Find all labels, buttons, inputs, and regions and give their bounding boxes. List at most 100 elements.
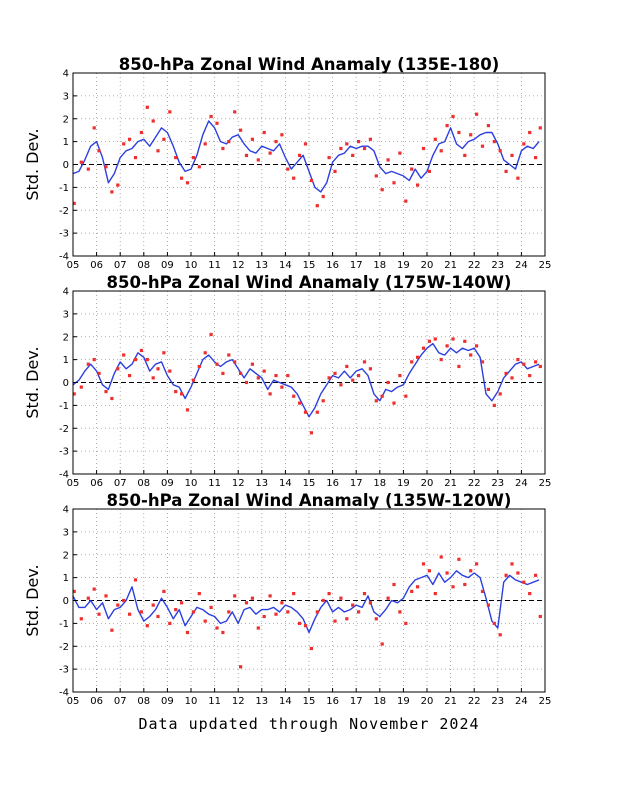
monthly-anomaly-point xyxy=(280,601,284,605)
monthly-anomaly-point xyxy=(486,387,490,391)
monthly-anomaly-point xyxy=(110,396,114,401)
monthly-anomaly-point xyxy=(110,190,114,194)
monthly-anomaly-point xyxy=(451,585,455,589)
monthly-anomaly-point xyxy=(445,571,449,575)
chart-title: 850-hPa Zonal Wind Anamaly (175W-140W) xyxy=(107,273,512,292)
monthly-anomaly-point xyxy=(327,156,331,160)
y-tick-label: 2 xyxy=(63,550,69,561)
monthly-anomaly-point xyxy=(351,378,355,382)
monthly-anomaly-point xyxy=(185,181,190,185)
y-tick-label: 3 xyxy=(63,91,69,102)
monthly-anomaly-point xyxy=(197,364,201,369)
chart-panel-3: 05 06 07 08 09 10 11 12 13 14 15 16 17 18 19 20 21 22 23 24… xyxy=(23,491,551,707)
x-tick-label: 19 xyxy=(397,696,410,707)
monthly-anomaly-point xyxy=(180,601,184,605)
monthly-anomaly-point xyxy=(250,596,254,600)
monthly-anomaly-point xyxy=(534,360,538,364)
monthly-anomaly-point xyxy=(292,176,296,180)
chart-title: 850-hPa Zonal Wind Anamaly (135E-180) xyxy=(119,55,500,74)
monthly-anomaly-point xyxy=(156,614,160,619)
monthly-anomaly-point xyxy=(309,431,313,435)
monthly-anomaly-point xyxy=(315,610,319,614)
monthly-anomaly-point xyxy=(309,646,313,651)
x-tick-label: 09 xyxy=(161,260,174,271)
y-tick-label: -1 xyxy=(59,619,69,630)
monthly-anomaly-point xyxy=(215,121,219,125)
monthly-anomaly-point xyxy=(427,339,431,343)
x-tick-label: 06 xyxy=(90,478,103,489)
monthly-anomaly-point xyxy=(480,589,485,593)
monthly-anomaly-point xyxy=(122,353,126,357)
monthly-anomaly-point xyxy=(510,376,514,380)
monthly-anomaly-point xyxy=(274,374,278,378)
monthly-anomaly-point xyxy=(185,630,190,635)
y-tick-label: -4 xyxy=(59,470,69,481)
monthly-anomaly-point xyxy=(197,165,201,169)
monthly-anomaly-point xyxy=(233,110,237,114)
x-tick-label: 17 xyxy=(350,696,363,707)
monthly-anomaly-point xyxy=(151,119,155,123)
monthly-anomaly-point xyxy=(244,153,249,157)
y-axis-label: Std. Dev. xyxy=(23,346,42,418)
monthly-anomaly-point xyxy=(280,133,284,137)
monthly-anomaly-point xyxy=(475,344,479,348)
monthly-anomaly-point xyxy=(534,156,538,160)
x-tick-label: 25 xyxy=(539,696,552,707)
x-tick-label: 05 xyxy=(67,260,80,271)
monthly-anomaly-point xyxy=(392,401,396,405)
monthly-anomaly-point xyxy=(227,610,231,614)
monthly-anomaly-point xyxy=(262,130,266,135)
monthly-anomaly-point xyxy=(168,110,172,114)
monthly-anomaly-point xyxy=(244,601,249,605)
monthly-anomaly-point xyxy=(203,142,207,146)
monthly-anomaly-point xyxy=(457,130,461,135)
x-tick-label: 22 xyxy=(468,478,481,489)
monthly-anomaly-point xyxy=(298,621,302,625)
monthly-anomaly-point xyxy=(128,612,132,616)
monthly-anomaly-point xyxy=(215,626,219,630)
monthly-anomaly-point xyxy=(174,390,178,394)
monthly-anomaly-point xyxy=(233,360,237,364)
monthly-anomaly-point xyxy=(392,582,396,587)
monthly-anomaly-point xyxy=(398,151,402,155)
x-tick-label: 16 xyxy=(326,260,339,271)
monthly-anomaly-point xyxy=(104,165,108,169)
monthly-anomaly-point xyxy=(110,628,114,632)
monthly-anomaly-point xyxy=(510,562,514,566)
monthly-anomaly-point xyxy=(203,619,207,623)
monthly-anomaly-point xyxy=(79,385,83,389)
monthly-anomaly-point xyxy=(239,665,243,669)
monthly-anomaly-point xyxy=(315,204,319,208)
monthly-anomaly-point xyxy=(368,367,372,371)
monthly-anomaly-point xyxy=(268,594,272,598)
monthly-anomaly-point xyxy=(492,621,496,625)
x-tick-label: 24 xyxy=(515,260,528,271)
monthly-anomaly-point xyxy=(244,380,249,385)
monthly-anomaly-point xyxy=(145,624,149,628)
monthly-anomaly-point xyxy=(463,339,467,343)
monthly-anomaly-point xyxy=(268,392,272,396)
monthly-anomaly-point xyxy=(116,603,120,607)
y-tick-label: -2 xyxy=(59,206,69,217)
x-tick-label: 13 xyxy=(255,260,268,271)
monthly-anomaly-point xyxy=(133,358,138,362)
monthly-anomaly-point xyxy=(504,371,508,375)
x-tick-label: 13 xyxy=(255,478,268,489)
monthly-anomaly-point xyxy=(162,137,166,141)
monthly-anomaly-point xyxy=(357,610,361,614)
monthly-anomaly-point xyxy=(427,169,431,173)
monthly-anomaly-point xyxy=(262,369,266,373)
x-tick-label: 17 xyxy=(350,478,363,489)
x-tick-label: 21 xyxy=(444,260,457,271)
monthly-anomaly-point xyxy=(174,608,178,612)
monthly-anomaly-point xyxy=(79,160,83,164)
monthly-anomaly-point xyxy=(180,392,184,396)
x-tick-label: 18 xyxy=(373,260,386,271)
monthly-anomaly-point xyxy=(386,158,390,162)
monthly-anomaly-point xyxy=(292,592,296,596)
monthly-anomaly-point xyxy=(97,149,101,153)
monthly-anomaly-point xyxy=(362,592,367,596)
x-tick-label: 11 xyxy=(208,260,221,271)
monthly-anomaly-point xyxy=(333,169,337,173)
monthly-anomaly-point xyxy=(504,169,508,173)
